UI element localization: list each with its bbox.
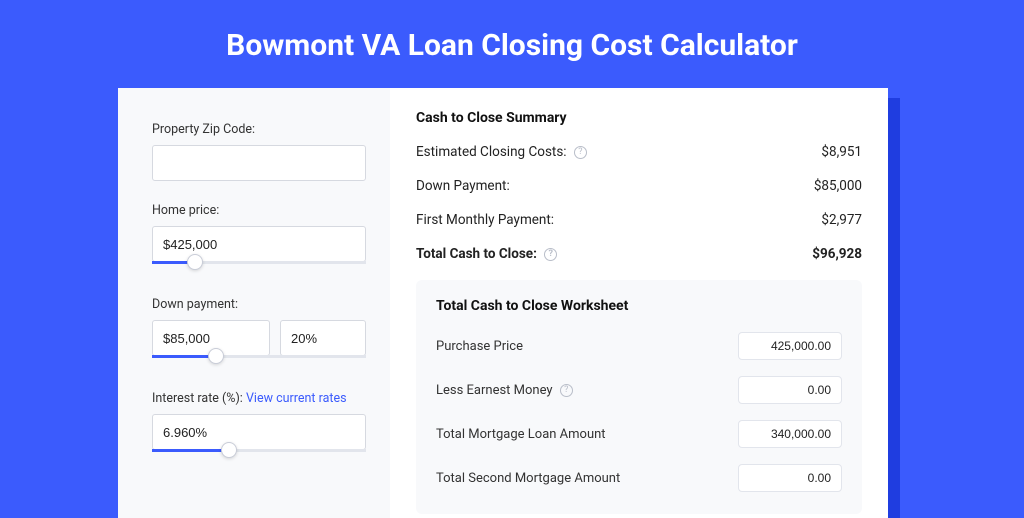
slider-fill	[152, 355, 216, 358]
interest-label: Interest rate (%):	[152, 391, 243, 406]
interest-label-row: Interest rate (%): View current rates	[152, 391, 366, 406]
summary-row-first-monthly: First Monthly Payment: $2,977	[416, 212, 862, 228]
summary-label: Estimated Closing Costs:	[416, 144, 567, 160]
worksheet-value-input[interactable]	[738, 376, 842, 404]
summary-label: First Monthly Payment:	[416, 212, 554, 228]
help-icon[interactable]: ?	[574, 146, 587, 159]
worksheet-value-input[interactable]	[738, 464, 842, 492]
worksheet-value-input[interactable]	[738, 332, 842, 360]
summary-value: $96,928	[812, 246, 862, 262]
results-panel: Cash to Close Summary Estimated Closing …	[390, 88, 888, 518]
help-icon[interactable]: ?	[544, 248, 557, 261]
summary-value: $2,977	[821, 212, 862, 228]
summary-title: Cash to Close Summary	[416, 110, 862, 126]
interest-field-group: Interest rate (%): View current rates	[152, 391, 366, 463]
slider-fill	[152, 449, 229, 452]
home-price-input[interactable]	[152, 226, 366, 262]
page-title: Bowmont VA Loan Closing Cost Calculator	[0, 0, 1024, 83]
summary-label: Down Payment:	[416, 178, 510, 194]
summary-value: $85,000	[814, 178, 862, 194]
worksheet-row-earnest-money: Less Earnest Money ?	[436, 376, 842, 404]
worksheet-label: Less Earnest Money	[436, 383, 553, 398]
summary-row-closing-costs: Estimated Closing Costs: ? $8,951	[416, 144, 862, 160]
down-payment-slider[interactable]	[152, 355, 366, 369]
home-price-field-group: Home price:	[152, 203, 366, 275]
slider-thumb[interactable]	[221, 442, 237, 458]
worksheet-label: Total Second Mortgage Amount	[436, 471, 620, 486]
worksheet-value-input[interactable]	[738, 420, 842, 448]
view-rates-link[interactable]: View current rates	[246, 391, 347, 406]
worksheet-title: Total Cash to Close Worksheet	[436, 298, 842, 314]
worksheet-label: Purchase Price	[436, 339, 523, 354]
down-payment-field-group: Down payment:	[152, 297, 366, 369]
worksheet-row-mortgage-amount: Total Mortgage Loan Amount	[436, 420, 842, 448]
zip-field-group: Property Zip Code:	[152, 122, 366, 181]
summary-row-down-payment: Down Payment: $85,000	[416, 178, 862, 194]
down-payment-label: Down payment:	[152, 297, 366, 312]
zip-label: Property Zip Code:	[152, 122, 366, 137]
summary-row-total: Total Cash to Close: ? $96,928	[416, 246, 862, 262]
slider-thumb[interactable]	[208, 348, 224, 364]
worksheet-row-purchase-price: Purchase Price	[436, 332, 842, 360]
summary-value: $8,951	[821, 144, 862, 160]
worksheet-panel: Total Cash to Close Worksheet Purchase P…	[416, 280, 862, 514]
zip-input[interactable]	[152, 145, 366, 181]
home-price-slider[interactable]	[152, 261, 366, 275]
summary-label: Total Cash to Close:	[416, 246, 537, 262]
worksheet-row-second-mortgage: Total Second Mortgage Amount	[436, 464, 842, 492]
calculator-card: Property Zip Code: Home price: Down paym…	[118, 88, 888, 518]
home-price-label: Home price:	[152, 203, 366, 218]
help-icon[interactable]: ?	[560, 384, 573, 397]
interest-input[interactable]	[152, 414, 366, 450]
slider-thumb[interactable]	[187, 254, 203, 270]
interest-slider[interactable]	[152, 449, 366, 463]
worksheet-label: Total Mortgage Loan Amount	[436, 427, 606, 442]
down-payment-pct-input[interactable]	[280, 320, 366, 356]
inputs-panel: Property Zip Code: Home price: Down paym…	[118, 88, 390, 518]
